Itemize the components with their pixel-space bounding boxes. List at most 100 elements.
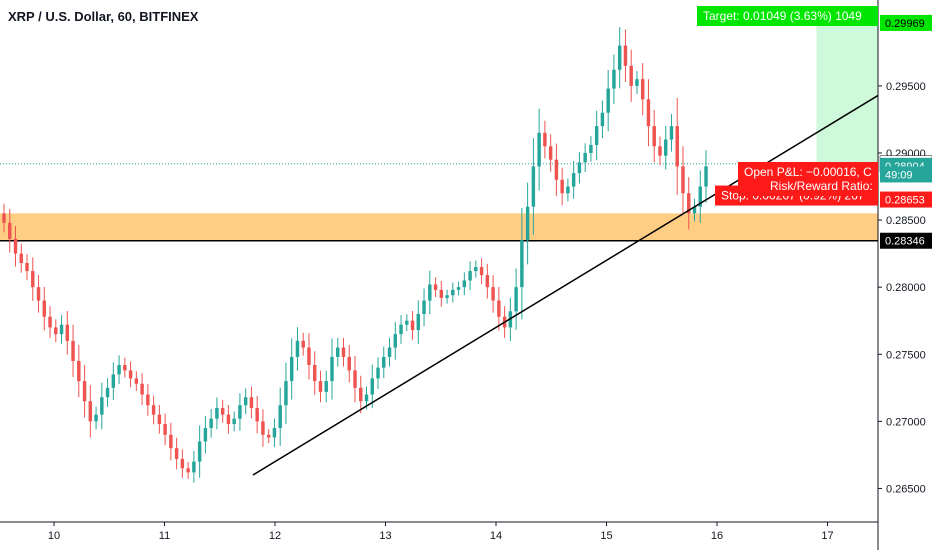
candle-body	[635, 79, 639, 86]
candle-body	[704, 166, 708, 187]
candle-body	[462, 280, 467, 288]
candle-body	[658, 146, 662, 156]
candle-body	[209, 418, 213, 429]
price-label-box	[880, 14, 932, 31]
candle-body	[13, 238, 18, 254]
candle-body	[19, 253, 23, 264]
candle-body	[301, 340, 305, 348]
candle-body	[48, 316, 52, 328]
candle-body	[514, 287, 518, 312]
candle-body	[439, 289, 444, 298]
candle-body	[479, 267, 484, 276]
candle-body	[243, 397, 248, 406]
candle-body	[318, 381, 323, 392]
candle-body	[623, 45, 628, 66]
candle-body	[485, 275, 490, 288]
candle-body	[652, 126, 656, 147]
candle-body	[451, 289, 455, 296]
candle-body	[232, 418, 236, 425]
price-label-box	[880, 166, 932, 183]
x-tick-label: 11	[159, 530, 170, 542]
candle-body	[71, 340, 75, 361]
pnl-box	[738, 162, 878, 196]
y-tick-label: 0.27500	[886, 349, 926, 361]
candle-body	[370, 378, 374, 395]
candle-body	[88, 401, 93, 422]
candle-body	[612, 69, 616, 89]
candle-body	[474, 267, 478, 272]
candle-body	[520, 240, 524, 288]
candle-body	[566, 186, 570, 194]
candle-body	[261, 421, 265, 435]
chart-title: XRP / U.S. Dollar, 60, BITFINEX	[8, 9, 199, 24]
candle-body	[577, 162, 582, 174]
candle-body	[180, 458, 185, 469]
candle-body	[238, 405, 242, 419]
candle-body	[433, 284, 438, 290]
candle-body	[663, 139, 668, 156]
candle-body	[123, 364, 127, 371]
x-tick-label: 13	[379, 530, 391, 542]
x-tick-label: 10	[48, 530, 60, 542]
candle-body	[151, 405, 156, 415]
candle-body	[428, 284, 432, 301]
candle-body	[272, 428, 277, 438]
candle-body	[203, 428, 208, 442]
candle-body	[117, 364, 121, 375]
candle-body	[525, 206, 530, 241]
candle-body	[8, 222, 12, 239]
candle-body	[554, 159, 559, 180]
candle-body	[687, 193, 691, 214]
candle-body	[278, 405, 282, 429]
candle-body	[341, 347, 346, 357]
candle-body	[2, 213, 6, 223]
candle-body	[140, 383, 144, 395]
candle-body	[571, 173, 576, 187]
candle-body	[94, 414, 98, 422]
candle-body	[42, 300, 47, 317]
price-label: 0.28346	[885, 236, 925, 248]
candle-body	[468, 271, 472, 281]
price-label: 0.29969	[885, 18, 925, 30]
candle-body	[606, 88, 610, 113]
candle-body	[226, 414, 231, 425]
candle-body	[65, 324, 70, 341]
candle-body	[393, 334, 398, 348]
candle-body	[192, 461, 196, 473]
price-label-box	[880, 191, 932, 208]
candle-body	[174, 448, 179, 459]
candle-body	[416, 314, 421, 331]
candle-body	[255, 407, 259, 422]
y-tick-label: 0.28000	[886, 282, 926, 294]
candle-body	[266, 434, 271, 438]
candle-body	[456, 287, 461, 290]
x-tick-label: 12	[269, 530, 281, 542]
y-tick-label: 0.29500	[886, 81, 926, 93]
candle-body	[36, 287, 41, 301]
candle-body	[330, 356, 334, 382]
price-label: 49:09	[885, 169, 913, 181]
candle-body	[157, 414, 162, 425]
candle-body	[163, 424, 167, 435]
candle-body	[405, 320, 409, 325]
trendline[interactable]	[252, 85, 895, 476]
x-tick-label: 17	[821, 530, 833, 542]
candle-body	[399, 324, 403, 335]
support-zone	[0, 213, 878, 241]
candle-body	[336, 347, 340, 357]
y-tick-label: 0.28500	[886, 215, 926, 227]
candle-body	[111, 374, 116, 388]
candle-body	[128, 370, 133, 379]
y-tick-label: 0.27000	[886, 416, 926, 428]
price-label-box	[880, 232, 932, 249]
candle-body	[347, 356, 351, 371]
candle-body	[134, 378, 139, 384]
candle-body	[307, 347, 311, 365]
candle-body	[491, 287, 495, 301]
target-zone	[816, 22, 883, 164]
candle-body	[31, 271, 35, 288]
candle-body	[669, 126, 674, 140]
candle-body	[387, 347, 392, 357]
candle-body	[583, 152, 587, 163]
